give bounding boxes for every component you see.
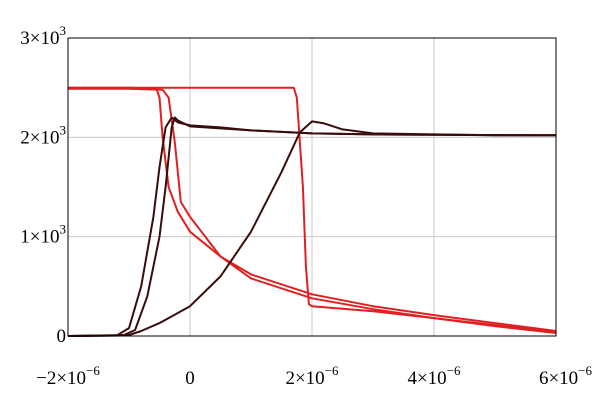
series-line-6 <box>67 120 556 337</box>
y-tick-label: 1×103 <box>20 222 66 248</box>
series-line-5 <box>67 116 557 337</box>
series-line-3 <box>68 87 557 333</box>
y-tick-label: 0 <box>57 326 67 347</box>
series-line-1 <box>68 86 557 332</box>
y-tick-labels: 0 1×103 2×103 3×103 <box>20 23 66 347</box>
x-tick-label: 2×10−6 <box>285 363 339 389</box>
x-tick-label: 0 <box>185 368 195 389</box>
y-tick-label: 3×103 <box>20 23 66 49</box>
series-group <box>67 86 557 337</box>
grid <box>67 37 557 337</box>
plot-area-frame <box>67 37 557 337</box>
x-tick-labels: −2×10−6 0 2×10−6 4×10−6 6×10−6 <box>36 363 592 389</box>
y-tick-label: 2×103 <box>20 122 66 148</box>
x-tick-label: 4×10−6 <box>407 363 461 389</box>
x-tick-label: −2×10−6 <box>36 363 100 389</box>
x-tick-label: 6×10−6 <box>539 363 593 389</box>
